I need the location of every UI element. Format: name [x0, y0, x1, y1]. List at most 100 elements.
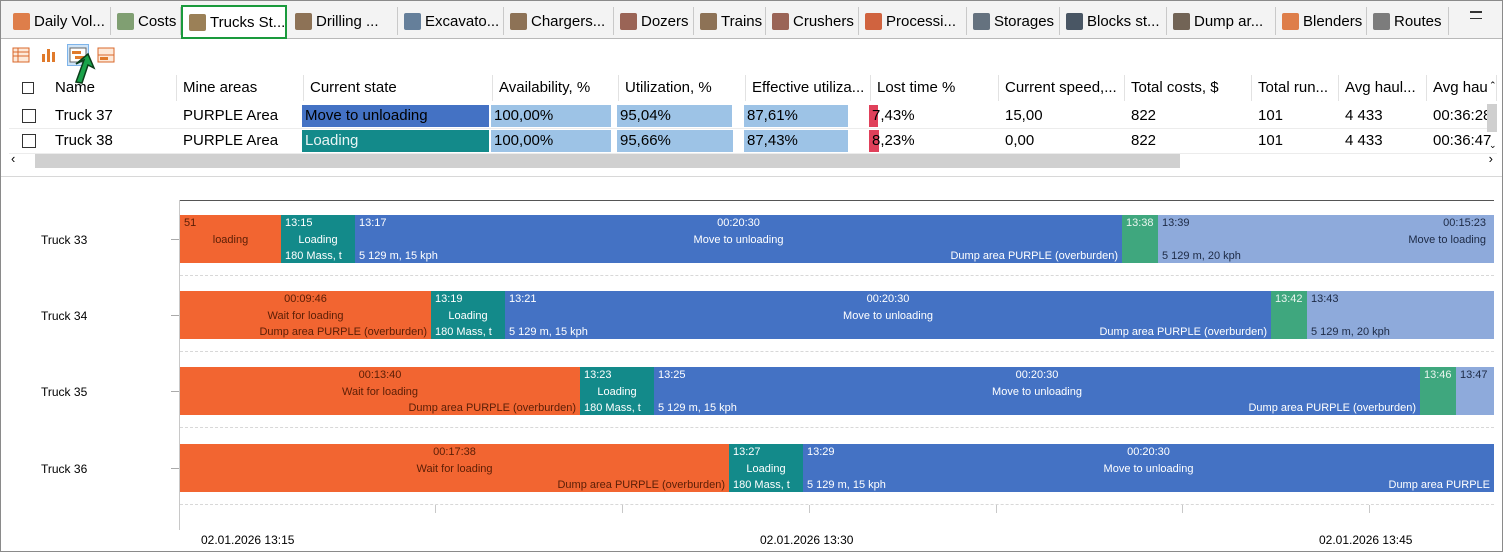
tab-block[interactable]: Blocks st...: [1060, 7, 1167, 35]
segment-text: Loading: [448, 310, 488, 322]
horizontal-scrollbar[interactable]: ‹ ›: [9, 150, 1497, 172]
column-header[interactable]: Utilization, %: [619, 75, 746, 101]
state-cell: Move to unloading: [302, 105, 489, 127]
axis-tick: [622, 505, 623, 513]
segment-text: 180 Mass, t: [584, 402, 641, 414]
scroll-left-icon[interactable]: ‹: [11, 151, 16, 166]
segment-text: 00:17:38: [433, 446, 476, 458]
gantt-segment-blue[interactable]: 13:17 5 129 m, 15 kph 00:20:30 Move to unlo…: [355, 215, 1122, 263]
percent-cell: 8,23%: [869, 130, 991, 152]
grid-view-icon[interactable]: [10, 44, 32, 66]
tab-money[interactable]: Costs: [111, 7, 181, 35]
percent-cell: 100,00%: [491, 130, 611, 152]
percent-cell: 95,66%: [617, 130, 738, 152]
table-row[interactable]: Truck 37 PURPLE Area Move to unloading 100,…: [9, 103, 1497, 129]
tab-charger-truck[interactable]: Chargers...: [504, 7, 614, 35]
table-row[interactable]: Truck 38 PURPLE Area Loading 100,00% 95,66% 8…: [9, 128, 1497, 154]
scroll-up-icon[interactable]: ⌃: [1489, 80, 1497, 90]
horizontal-scroll-thumb[interactable]: [35, 154, 1180, 168]
gantt-segment-lblue[interactable]: 13:43 5 129 m, 20 kph: [1307, 291, 1494, 339]
percent-fill-bar: [491, 130, 611, 152]
segment-text: 00:20:30: [1127, 446, 1170, 458]
gantt-segment-orange[interactable]: 00:17:38 Wait for loading Dump area PURPLE…: [180, 444, 729, 492]
column-header[interactable]: Current state: [304, 75, 493, 101]
gantt-lane-label: Truck 34: [41, 309, 88, 323]
gantt-segment-teal[interactable]: 13:15 Loading 180 Mass, t: [281, 215, 355, 263]
column-header[interactable]: Avg haul...: [1339, 75, 1427, 101]
tab-blender[interactable]: Blenders: [1276, 7, 1367, 35]
tab-excavator[interactable]: Excavato...: [398, 7, 504, 35]
percent-value: 95,66%: [620, 132, 671, 149]
scroll-right-icon[interactable]: ›: [1488, 151, 1493, 166]
tab-drill-rig[interactable]: Drilling ...: [289, 7, 398, 35]
panel-separator[interactable]: [1, 176, 1502, 177]
tab-train[interactable]: Trains: [694, 7, 766, 35]
gantt-segment-green[interactable]: 13:46: [1420, 367, 1456, 415]
tab-label: Dozers: [641, 12, 689, 30]
lane-divider: [180, 504, 1494, 505]
tab-label: Blenders: [1303, 12, 1363, 30]
drill-rig-icon: [295, 12, 312, 30]
gantt-segment-teal[interactable]: 13:19 Loading 180 Mass, t: [431, 291, 505, 339]
percent-fill-bar: [744, 105, 849, 127]
tab-factory[interactable]: Processi...: [859, 7, 967, 35]
tab-table[interactable]: Daily Vol...: [7, 7, 111, 35]
gantt-segment-orange[interactable]: 51 loading: [180, 215, 281, 263]
lane-divider: [180, 427, 1494, 428]
time-axis-label: 02.01.2026 13:30: [760, 533, 854, 547]
cell-runs: 101: [1258, 107, 1284, 124]
grid-header: Name Mine areas Current state Availability,…: [9, 75, 1497, 101]
time-axis-label: 02.01.2026 13:15: [201, 533, 295, 547]
gantt-segment-teal[interactable]: 13:23 Loading 180 Mass, t: [580, 367, 654, 415]
row-checkbox[interactable]: [22, 109, 36, 123]
minimize-icon[interactable]: [1470, 11, 1482, 19]
percent-cell: 95,04%: [617, 105, 738, 127]
gantt-frame-top: [179, 200, 1494, 201]
tab-crusher[interactable]: Crushers: [766, 7, 859, 35]
gantt-segment-lblue[interactable]: 13:39 5 129 m, 20 kph 00:15:23 Move to load…: [1158, 215, 1494, 263]
gantt-segment-blue[interactable]: 13:21 5 129 m, 15 kph 00:20:30 Move to unlo…: [505, 291, 1271, 339]
lane-divider: [180, 275, 1494, 276]
column-header[interactable]: Total run...: [1252, 75, 1339, 101]
state-cell: Loading: [302, 130, 489, 152]
gantt-segment-green[interactable]: 13:42: [1271, 291, 1307, 339]
excavator-icon: [404, 12, 421, 30]
money-icon: [117, 12, 134, 30]
scroll-down-icon[interactable]: ⌄: [1489, 140, 1497, 150]
tab-label: Trucks St...: [210, 13, 286, 31]
lane-divider: [180, 351, 1494, 352]
row-checkbox[interactable]: [22, 134, 36, 148]
vertical-scrollbar[interactable]: ⌃ ⌄: [1487, 80, 1497, 160]
gantt-segment-blue[interactable]: 13:29 5 129 m, 15 kph 00:20:30 Move to unlo…: [803, 444, 1494, 492]
gantt-segment-teal[interactable]: 13:27 Loading 180 Mass, t: [729, 444, 803, 492]
cell-name: Truck 38: [55, 132, 113, 149]
select-all-checkbox[interactable]: [22, 82, 34, 94]
split-view-icon[interactable]: [95, 44, 117, 66]
column-header[interactable]: Current speed,...: [999, 75, 1125, 101]
segment-text: 13:43: [1311, 293, 1339, 305]
column-header[interactable]: Avg hau: [1427, 75, 1497, 101]
column-header[interactable]: Name: [49, 75, 177, 101]
tab-dozer[interactable]: Dozers: [614, 7, 694, 35]
segment-text: 13:47: [1460, 369, 1488, 381]
column-header[interactable]: Mine areas: [177, 75, 304, 101]
gantt-segment-orange[interactable]: 00:13:40 Wait for loading Dump area PURPLE…: [180, 367, 580, 415]
tab-dump-area[interactable]: Dump ar...: [1167, 7, 1276, 35]
tab-route[interactable]: Routes: [1367, 7, 1449, 35]
column-header[interactable]: Effective utiliza...: [746, 75, 871, 101]
segment-text: 51: [184, 217, 197, 229]
vertical-scroll-thumb[interactable]: [1487, 104, 1497, 132]
tab-truck[interactable]: Trucks St...: [181, 5, 287, 39]
bar-chart-icon[interactable]: [38, 44, 60, 66]
gantt-segment-blue[interactable]: 13:25 5 129 m, 15 kph 00:20:30 Move to unlo…: [654, 367, 1420, 415]
tab-storage[interactable]: Storages: [967, 7, 1060, 35]
factory-icon: [865, 12, 882, 30]
gantt-segment-lblue[interactable]: 13:47: [1456, 367, 1494, 415]
column-header[interactable]: Lost time %: [871, 75, 999, 101]
column-header[interactable]: Availability, %: [493, 75, 619, 101]
cell-speed: 15,00: [1005, 107, 1043, 124]
blender-icon: [1282, 12, 1299, 30]
gantt-segment-orange[interactable]: 00:09:46 Wait for loading Dump area PURPLE…: [180, 291, 431, 339]
column-header[interactable]: Total costs, $: [1125, 75, 1252, 101]
gantt-segment-green[interactable]: 13:38: [1122, 215, 1158, 263]
